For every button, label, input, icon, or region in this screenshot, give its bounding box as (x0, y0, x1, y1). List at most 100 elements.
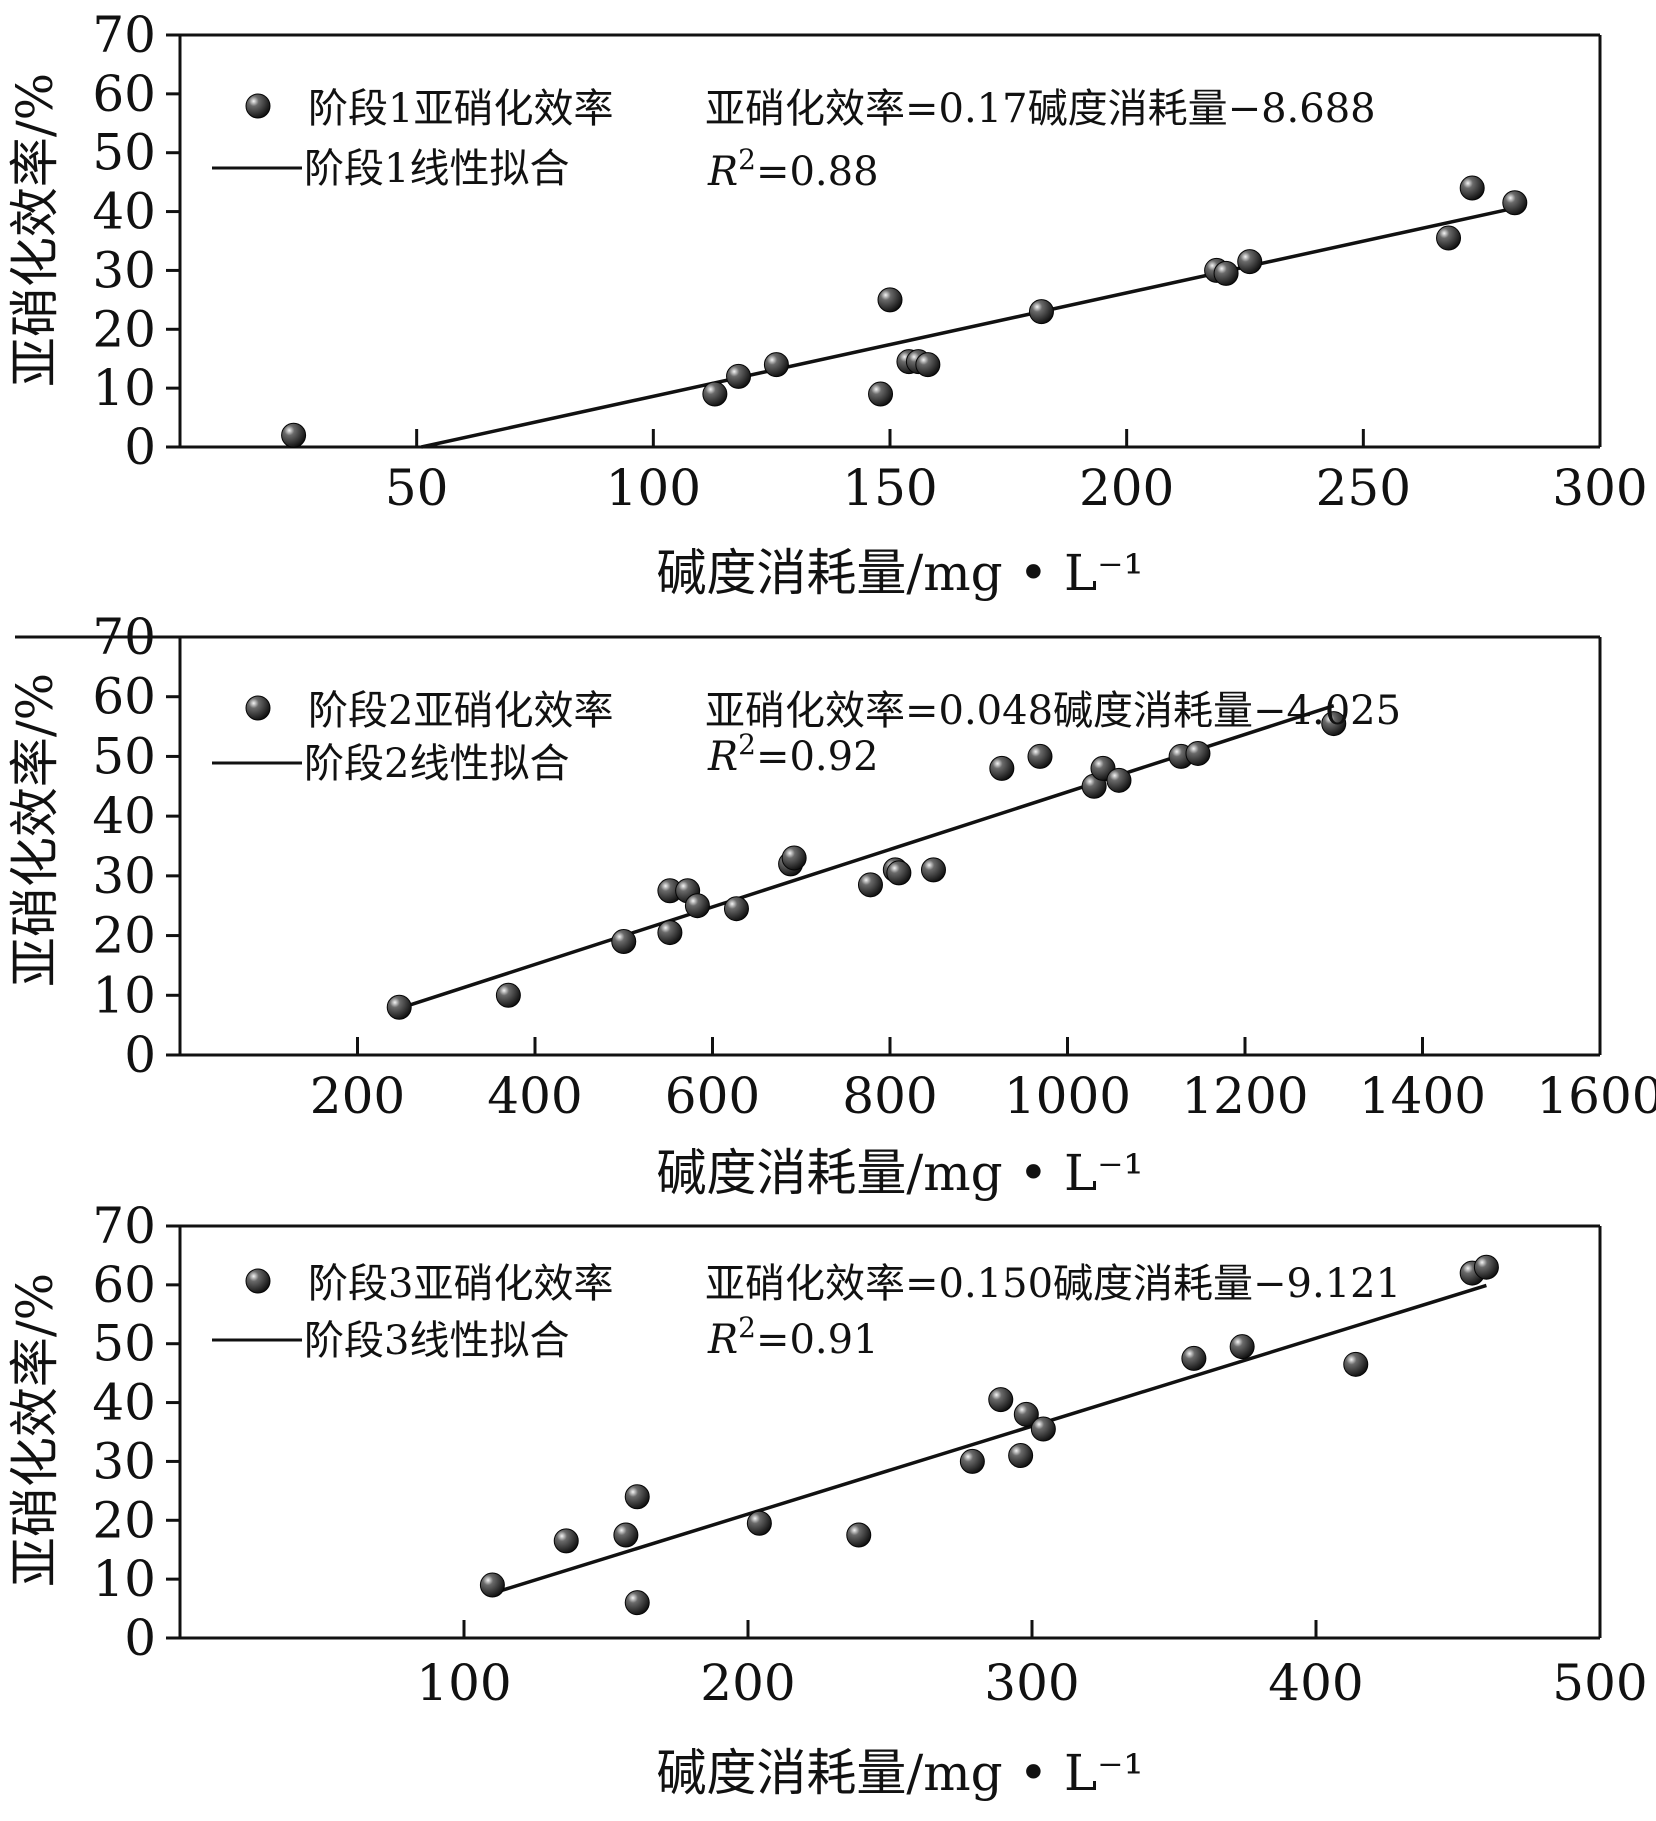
x-axis-title: 碱度消耗量/mg • L⁻¹ (656, 544, 1143, 602)
x-tick-label: 600 (665, 1067, 760, 1125)
y-tick-label: 30 (92, 847, 156, 905)
data-point (989, 755, 1015, 781)
x-tick-label: 1600 (1536, 1067, 1656, 1125)
data-point (1459, 175, 1485, 201)
y-axis-title: 亚硝化效率/% (6, 73, 64, 387)
r-squared-symbol: R (707, 149, 738, 195)
r-squared-symbol: R (707, 1317, 738, 1363)
x-tick-label: 150 (842, 459, 937, 517)
fit-line (491, 1283, 1487, 1595)
regression-equation: 亚硝化效率=0.048碱度消耗量−4.025 (705, 688, 1401, 734)
data-point (1473, 1254, 1499, 1280)
data-point (1030, 1416, 1056, 1442)
regression-equation: 亚硝化效率=0.150碱度消耗量−9.121 (705, 1261, 1401, 1307)
x-tick-label: 100 (606, 459, 701, 517)
y-tick-label: 20 (92, 907, 156, 965)
x-tick-label: 100 (416, 1654, 511, 1712)
data-point (920, 857, 946, 883)
data-point (1185, 740, 1211, 766)
legend-scatter-label: 阶段3亚硝化效率 (308, 1261, 613, 1307)
y-tick-label: 50 (92, 727, 156, 785)
data-point (846, 1522, 872, 1548)
y-tick-label: 20 (92, 300, 156, 358)
y-tick-label: 10 (92, 359, 156, 417)
x-tick-label: 50 (385, 459, 449, 517)
data-point (1502, 190, 1528, 216)
data-point (781, 845, 807, 871)
data-point (613, 1522, 639, 1548)
data-point (726, 363, 752, 389)
y-tick-label: 70 (92, 6, 156, 64)
y-tick-label: 50 (92, 1315, 156, 1373)
x-tick-label: 400 (487, 1067, 582, 1125)
data-point (1229, 1334, 1255, 1360)
legend-scatter-label: 阶段2亚硝化效率 (308, 688, 613, 734)
data-point (877, 287, 903, 313)
data-point (624, 1484, 650, 1510)
y-tick-label: 0 (124, 418, 156, 476)
x-tick-label: 200 (310, 1067, 405, 1125)
data-point (959, 1448, 985, 1474)
regression-equation: 亚硝化效率=0.17碱度消耗量−8.688 (705, 86, 1376, 132)
r-squared-value: =0.92 (756, 734, 879, 780)
x-tick-label: 200 (1079, 459, 1174, 517)
y-tick-label: 10 (92, 966, 156, 1024)
x-tick-label: 200 (700, 1654, 795, 1712)
y-tick-label: 60 (92, 1256, 156, 1314)
data-point (611, 929, 637, 955)
data-point (281, 422, 307, 448)
r-squared: R2=0.88 (707, 143, 879, 195)
y-tick-label: 0 (124, 1026, 156, 1084)
legend-line-label: 阶段2线性拟合 (304, 741, 569, 787)
legend-marker-icon (245, 1268, 271, 1294)
data-point (1013, 1401, 1039, 1427)
data-point (684, 893, 710, 919)
fit-line (421, 206, 1516, 449)
y-tick-label: 20 (92, 1491, 156, 1549)
r-squared-symbol: R (707, 734, 738, 780)
legend-line-label: 阶段3线性拟合 (304, 1318, 569, 1364)
x-tick-label: 250 (1316, 459, 1411, 517)
data-point (553, 1528, 579, 1554)
y-tick-label: 50 (92, 124, 156, 182)
y-tick-label: 30 (92, 241, 156, 299)
data-point (1213, 260, 1239, 286)
data-point (495, 982, 521, 1008)
x-tick-label: 1400 (1359, 1067, 1486, 1125)
data-point (624, 1590, 650, 1616)
data-point (657, 920, 683, 946)
data-point (915, 352, 941, 378)
legend-marker-icon (245, 93, 271, 119)
x-axis-title: 碱度消耗量/mg • L⁻¹ (656, 1744, 1143, 1802)
data-point (479, 1572, 505, 1598)
data-point (1028, 299, 1054, 325)
r-squared-value: =0.88 (756, 149, 879, 195)
x-tick-label: 500 (1552, 1654, 1647, 1712)
data-point (1027, 743, 1053, 769)
x-axis-title: 碱度消耗量/mg • L⁻¹ (656, 1144, 1143, 1202)
data-point (868, 381, 894, 407)
x-tick-label: 800 (842, 1067, 937, 1125)
data-point (723, 896, 749, 922)
data-point (1321, 711, 1347, 737)
y-tick-label: 70 (92, 1197, 156, 1255)
x-tick-label: 300 (1552, 459, 1647, 517)
data-point (857, 872, 883, 898)
y-tick-label: 40 (92, 1374, 156, 1432)
data-point (886, 860, 912, 886)
data-point (1106, 767, 1132, 793)
data-point (1237, 249, 1263, 275)
data-point (1181, 1345, 1207, 1371)
x-tick-label: 300 (984, 1654, 1079, 1712)
r-squared-exponent: 2 (738, 728, 756, 761)
data-point (1008, 1443, 1034, 1469)
data-point (386, 994, 412, 1020)
data-point (1343, 1351, 1369, 1377)
r-squared-value: =0.91 (756, 1317, 879, 1363)
data-point (988, 1387, 1014, 1413)
legend-line-label: 阶段1线性拟合 (304, 146, 569, 192)
x-tick-label: 400 (1268, 1654, 1363, 1712)
